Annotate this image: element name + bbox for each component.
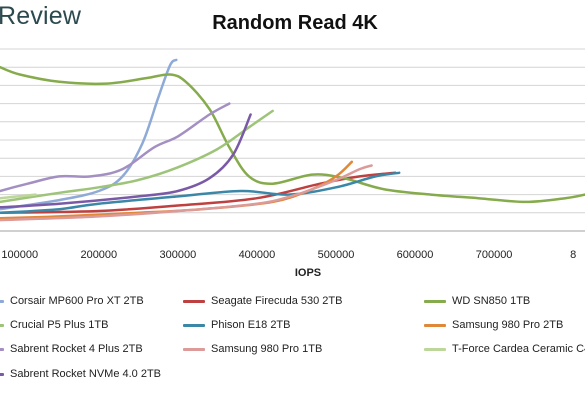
- legend-label: WD SN850 1TB: [452, 295, 531, 307]
- site-logo: Review: [0, 2, 82, 30]
- legend-label: Phison E18 2TB: [211, 319, 291, 331]
- x-tick-label: 700000: [476, 249, 513, 261]
- series-line-3: [0, 65, 585, 204]
- legend-label: Seagate Firecuda 530 2TB: [211, 295, 343, 307]
- legend-label: Crucial P5 Plus 1TB: [10, 319, 109, 331]
- legend-label: Sabrent Rocket 4 Plus 2TB: [10, 343, 143, 355]
- legend-swatch: [424, 347, 446, 351]
- legend-item: Seagate Firecuda 530 2TB: [183, 295, 342, 307]
- x-tick-label: 100000: [1, 249, 38, 261]
- legend-swatch: [0, 299, 4, 303]
- legend-swatch: [0, 347, 4, 351]
- gridlines: [0, 48, 585, 232]
- legend-item: Corsair MP600 Pro XT 2TB: [0, 295, 144, 307]
- legend-swatch: [183, 323, 205, 327]
- legend-label: Samsung 980 Pro 1TB: [211, 343, 323, 355]
- legend-swatch: [424, 299, 446, 303]
- legend-item: Sabrent Rocket 4 Plus 2TB: [0, 343, 143, 355]
- legend-item: Sabrent Rocket NVMe 4.0 2TB: [0, 368, 161, 380]
- x-tick-label: 400000: [239, 249, 276, 261]
- legend-swatch: [183, 299, 205, 303]
- legend-label: T-Force Cardea Ceramic C44: [452, 343, 585, 355]
- series-line-9: [0, 193, 37, 200]
- x-tick-label: 300000: [160, 249, 197, 261]
- series-line-2: [0, 171, 397, 215]
- series-line-10: [0, 113, 252, 209]
- legend-swatch: [0, 323, 4, 327]
- x-tick-label: 500000: [318, 249, 355, 261]
- legend-item: Samsung 980 Pro 1TB: [183, 343, 322, 355]
- legend-item: T-Force Cardea Ceramic C44: [424, 343, 585, 355]
- legend-item: Samsung 980 Pro 2TB: [424, 319, 563, 331]
- legend-item: WD SN850 1TB: [424, 295, 530, 307]
- series-line-5: [0, 171, 401, 215]
- series-line-1: [0, 58, 178, 211]
- x-axis-ticks: 100000 200000 300000 400000 500000 600000 7000…: [1, 249, 576, 261]
- x-tick-label: 8: [570, 249, 576, 261]
- x-axis-label: IOPS: [295, 267, 321, 279]
- x-tick-label: 600000: [397, 249, 434, 261]
- legend-swatch: [183, 347, 205, 351]
- legend-swatch: [424, 323, 446, 327]
- legend-label: Samsung 980 Pro 2TB: [452, 319, 564, 331]
- legend-item: Crucial P5 Plus 1TB: [0, 319, 108, 331]
- legend-item: Phison E18 2TB: [183, 319, 291, 331]
- legend-label: Corsair MP600 Pro XT 2TB: [10, 295, 144, 307]
- series-line-7: [0, 102, 231, 193]
- legend-swatch: [0, 372, 4, 376]
- series-line-4: [0, 109, 274, 204]
- series-lines: [0, 58, 585, 222]
- legend-label: Sabrent Rocket NVMe 4.0 2TB: [10, 368, 162, 380]
- x-tick-label: 200000: [80, 249, 117, 261]
- series-line-8: [0, 164, 373, 222]
- chart-title: Random Read 4K: [212, 12, 378, 34]
